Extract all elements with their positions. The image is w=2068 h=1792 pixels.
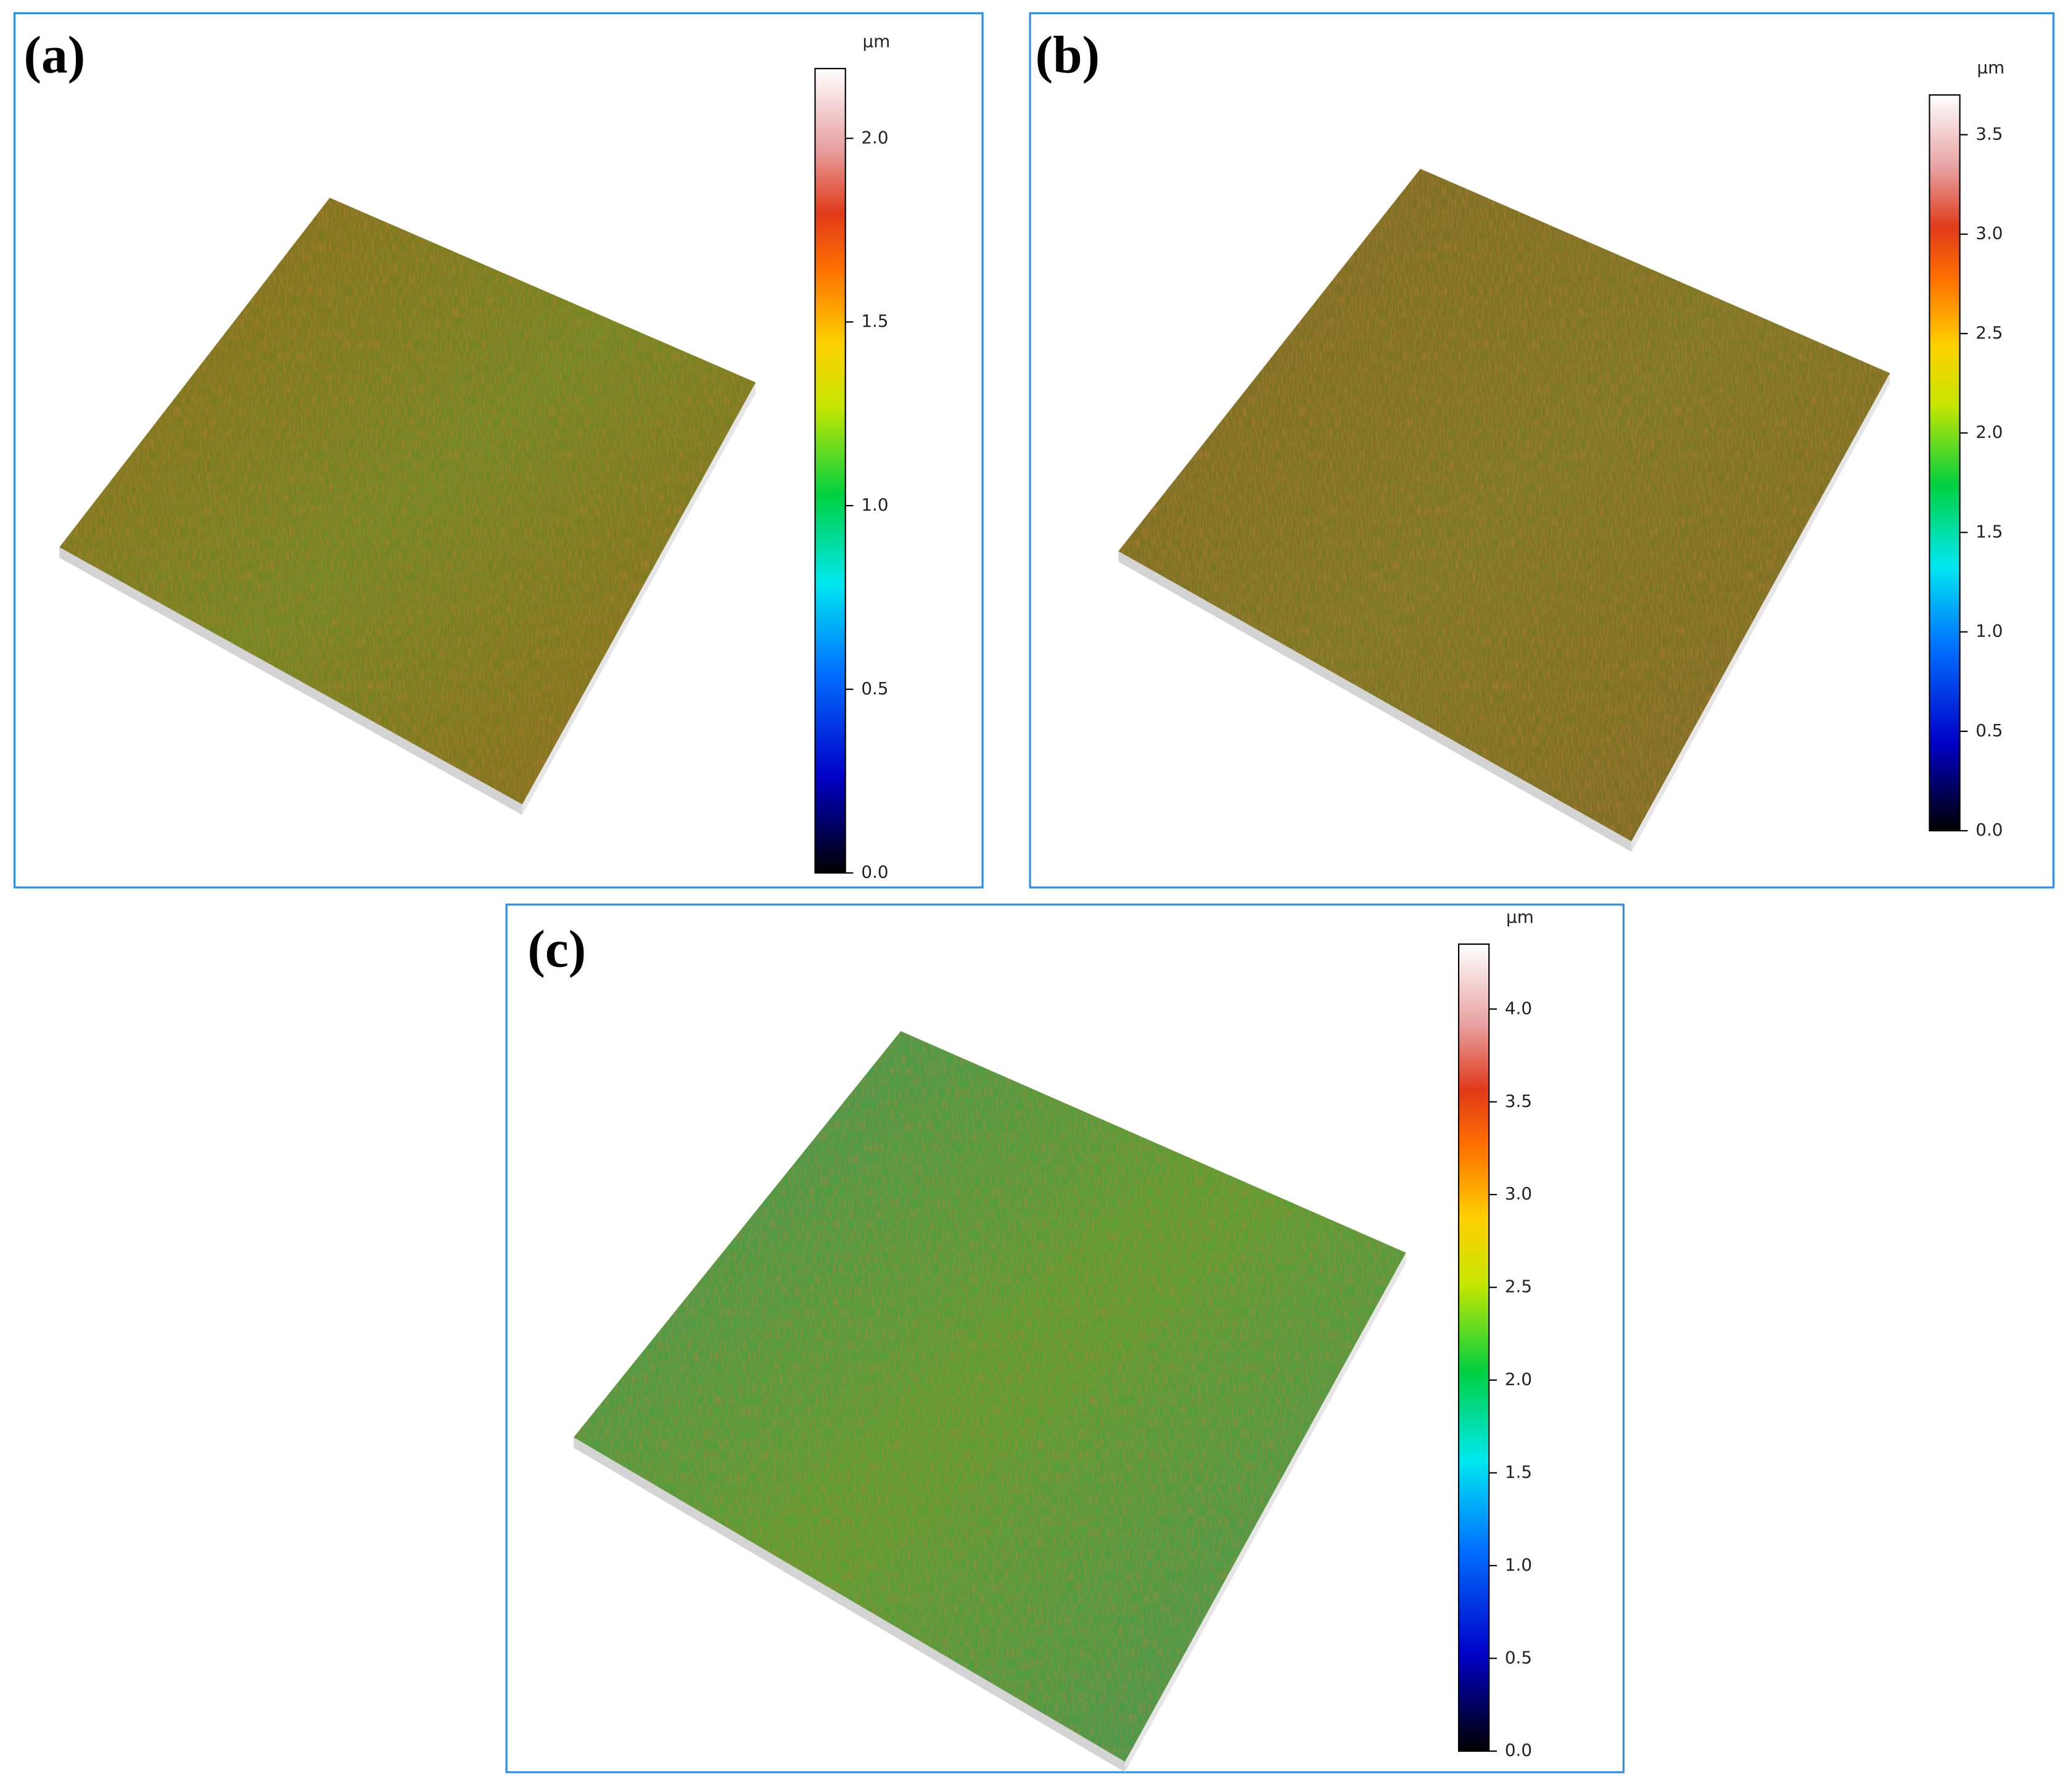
colorbar-tick-label: 0.0 <box>1975 820 2003 840</box>
colorbar-tick-label: 2.0 <box>1975 422 2003 442</box>
colorbar <box>814 68 846 874</box>
surface-side <box>574 1437 1126 1772</box>
panel-label: (c) <box>527 919 586 978</box>
colorbar-tick-label: 0.5 <box>1975 720 2003 741</box>
panel-frame <box>505 903 1625 1774</box>
surface-texture <box>59 197 756 805</box>
surface-texture <box>1118 168 1890 842</box>
surface-side <box>1631 373 1890 852</box>
colorbar-tick-label: 1.5 <box>861 311 888 331</box>
surface-texture <box>574 1031 1406 1762</box>
colorbar-tick-label: 3.5 <box>1505 1091 1532 1111</box>
surface-side <box>59 547 522 815</box>
colorbar-tick-label: 0.0 <box>1505 1740 1532 1761</box>
colorbar-tick-label: 2.5 <box>1505 1276 1532 1297</box>
surface-side <box>1118 551 1632 852</box>
panel-frame <box>1029 12 2055 889</box>
surface-side <box>522 382 756 815</box>
colorbar-tick-label: 0.5 <box>1505 1647 1532 1667</box>
colorbar-tick-label: 1.5 <box>1975 521 2003 541</box>
surface-side <box>1125 1252 1406 1772</box>
panel-label: (a) <box>24 26 86 84</box>
colorbar-tick-label: 2.5 <box>1975 323 2003 343</box>
colorbar-tick-label: 1.0 <box>1975 621 2003 641</box>
colorbar-tick-label: 3.0 <box>1975 223 2003 244</box>
colorbar <box>1929 94 1961 832</box>
colorbar-tick-label: 2.0 <box>1505 1369 1532 1389</box>
colorbar-tick-label: 4.0 <box>1505 998 1532 1018</box>
panel-label: (b) <box>1036 26 1100 84</box>
colorbar-tick-label: 2.0 <box>861 127 888 147</box>
colorbar-tick-label: 1.0 <box>1505 1555 1532 1575</box>
colorbar-tick-label: 3.5 <box>1975 123 2003 144</box>
colorbar-tick-label: 0.5 <box>861 678 888 699</box>
colorbar-tick-label: 1.5 <box>1505 1461 1532 1482</box>
colorbar <box>1457 943 1490 1752</box>
panel-frame <box>13 12 984 889</box>
colorbar-unit: μm <box>863 31 891 51</box>
colorbar-unit: μm <box>1506 906 1534 927</box>
colorbar-tick-label: 3.0 <box>1505 1183 1532 1204</box>
colorbar-unit: μm <box>1977 57 2004 78</box>
colorbar-tick-label: 0.0 <box>861 862 888 882</box>
colorbar-tick-label: 1.0 <box>861 495 888 515</box>
